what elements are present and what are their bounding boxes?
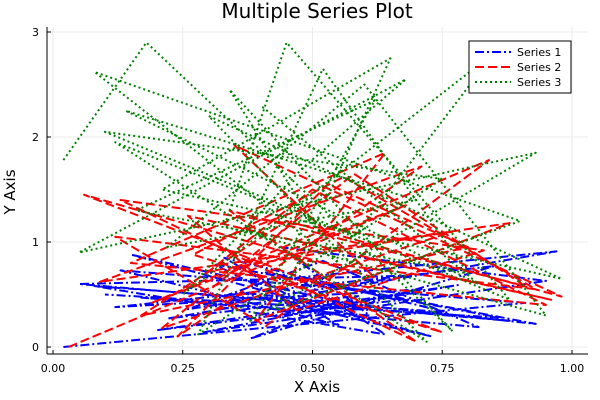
y-tick-label: 3 — [32, 26, 39, 39]
x-tick-label: 0.50 — [300, 362, 325, 375]
x-tick-label: 0.75 — [430, 362, 455, 375]
x-axis-label: X Axis — [294, 378, 340, 396]
x-tick-label: 0.25 — [171, 362, 196, 375]
legend-box — [468, 40, 572, 94]
series-line-2 — [68, 144, 563, 348]
ticks: 0.00 0.25 0.50 0.75 1.00 0 1 2 3 — [32, 26, 584, 375]
chart-title: Multiple Series Plot — [221, 0, 413, 23]
y-tick-label: 2 — [32, 131, 39, 144]
y-tick-label: 1 — [32, 236, 39, 249]
legend-label-2: Series 2 — [517, 61, 561, 74]
legend-label-3: Series 3 — [517, 76, 561, 89]
y-tick-label: 0 — [32, 341, 39, 354]
y-axis-label: Y Axis — [1, 169, 19, 215]
x-tick-label: 0.00 — [41, 362, 66, 375]
series-layer — [62, 41, 563, 348]
axes — [46, 27, 588, 355]
x-tick-label: 1.00 — [560, 362, 585, 375]
series-line-3 — [62, 41, 563, 343]
legend: Series 1 Series 2 Series 3 — [468, 40, 572, 94]
legend-label-1: Series 1 — [517, 46, 561, 59]
